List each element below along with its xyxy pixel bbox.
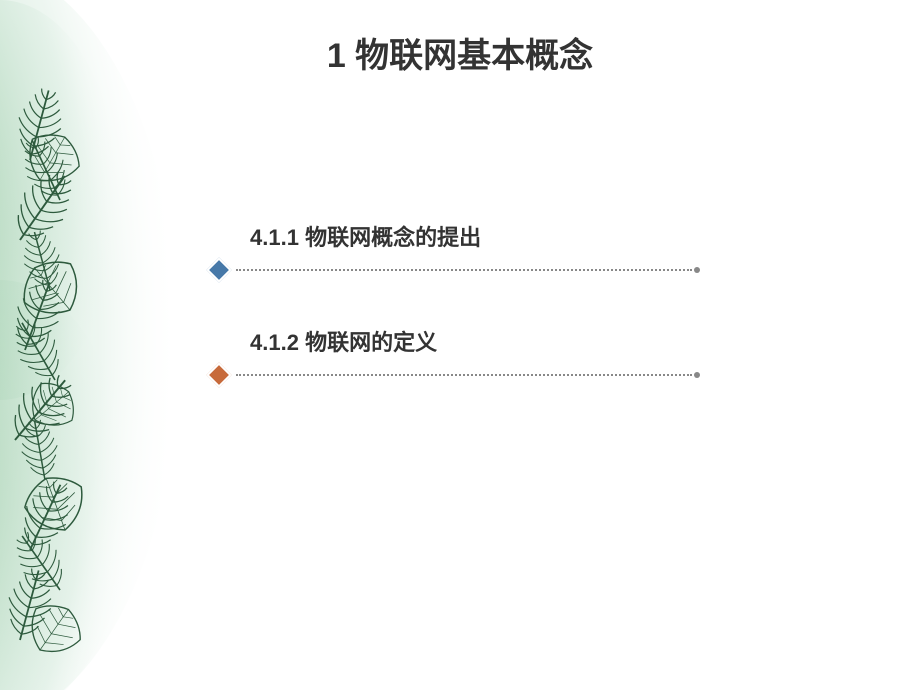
toc-line-2 (210, 365, 700, 385)
dotted-line (236, 269, 692, 271)
end-dot (694, 372, 700, 378)
diamond-icon-blue (206, 257, 231, 282)
dotted-line (236, 374, 692, 376)
diamond-icon-orange (206, 362, 231, 387)
end-dot (694, 267, 700, 273)
toc-item-1: 4.1.1 物联网概念的提出 (210, 220, 700, 280)
leaf-decoration (0, 0, 180, 690)
toc-line-1 (210, 260, 700, 280)
toc-item-2: 4.1.2 物联网的定义 (210, 325, 700, 385)
toc-heading-1: 4.1.1 物联网概念的提出 (250, 220, 700, 252)
slide-title: 1 物联网基本概念 (0, 28, 920, 77)
toc-heading-2: 4.1.2 物联网的定义 (250, 325, 700, 357)
